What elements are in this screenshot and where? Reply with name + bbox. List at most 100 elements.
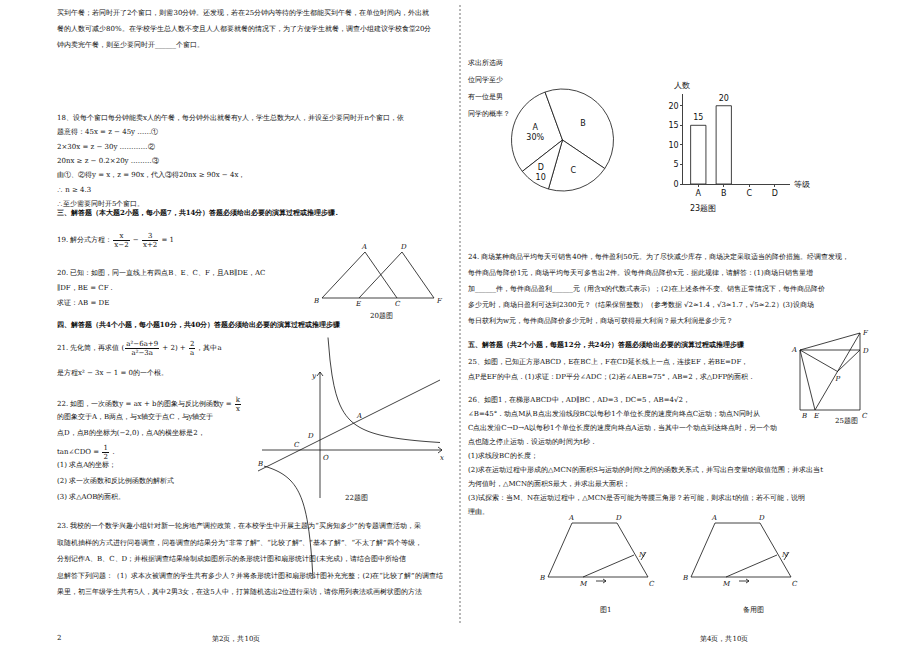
svg-text:备用图: 备用图 (743, 606, 764, 614)
svg-text:C: C (746, 189, 752, 198)
svg-text:20题图: 20题图 (370, 312, 393, 320)
html-text:四、解答题（共4个小题，每小题10分，共40分）答题必须给出: 四、解答题（共4个小题，每小题10分，共40分）答题必须给出必要的演算过程或推理… (57, 320, 341, 329)
html-text:是方程x² − 3x − 1 = 0的一个根。: 是方程x² − 3x − 1 = 0的一个根。 (57, 369, 168, 377)
svg-text:C: C (649, 580, 655, 588)
svg-text:M: M (579, 580, 588, 588)
svg-text:等级: 等级 (794, 180, 810, 189)
svg-text:20: 20 (719, 94, 729, 103)
html-text:买到午餐；若同时开了2个窗口，则需30分钟。还发现，若在25: 买到午餐；若同时开了2个窗口，则需30分钟。还发现，若在25分钟内等待的学生都能… (57, 9, 430, 17)
html-text:tan∠CDO =1: tan∠CDO =1 (57, 444, 108, 457)
svg-text:x: x (440, 454, 444, 462)
html-text:每件商品每降价1元，商场平均每天可多售出2件。设每件商品降价: 每件商品每降价1元，商场平均每天可多售出2件。设每件商品降价x元．据此规律，请解… (468, 269, 813, 277)
svg-text:A: A (791, 346, 797, 354)
html-text:20. 已知：如图，同一直线上有四点B、E、C、F，且AB∥: 20. 已知：如图，同一直线上有四点B、E、C、F，且AB∥DE，AC (57, 269, 266, 277)
svg-text:23题图: 23题图 (690, 204, 716, 213)
svg-text:B: B (801, 412, 807, 420)
html-text:+ 2) + 2: + 2) + 2 (160, 340, 195, 353)
svg-text:A: A (696, 189, 702, 198)
svg-text:D: D (307, 432, 314, 440)
svg-text:A: A (356, 412, 362, 420)
svg-text:y: y (311, 372, 317, 380)
html-text:有一位是男: 有一位是男 (468, 93, 503, 101)
svg-text:D: D (862, 347, 869, 355)
svg-text:15: 15 (668, 121, 678, 130)
svg-text:D10: D10 (536, 163, 546, 182)
svg-text:B: B (721, 189, 727, 198)
svg-text:图1: 图1 (600, 606, 611, 614)
svg-text:B: B (682, 574, 688, 582)
html-text:求证：AB = DE: 求证：AB = DE (57, 299, 110, 307)
svg-text:D: D (772, 189, 778, 198)
html-text:同学的概率？: 同学的概率？ (468, 110, 510, 118)
svg-text:C: C (792, 580, 798, 588)
html-text:2×30x = z − 30y …………②: 2×30x = z − 30y …………② (57, 142, 155, 151)
html-text:果里，初三年级学生共有5人，其中2男3女，在这5人中，打算随: 果里，初三年级学生共有5人，其中2男3女，在这5人中，打算随机选出2位进行采访，… (57, 588, 423, 596)
svg-text:B: B (539, 574, 545, 582)
svg-text:25题图: 25题图 (835, 417, 858, 425)
html-text:2．: 2． (103, 448, 117, 461)
svg-text:0: 0 (674, 180, 679, 189)
svg-text:C: C (862, 412, 868, 420)
svg-text:D: D (615, 514, 622, 522)
svg-text:D: D (758, 514, 765, 522)
svg-text:B: B (313, 297, 319, 305)
svg-text:N: N (781, 551, 789, 559)
html-text:a²−3a: a²−3a (131, 349, 153, 357)
html-text:位同学至少: 位同学至少 (468, 76, 503, 84)
svg-text:D: D (400, 243, 407, 251)
svg-text:人数: 人数 (674, 81, 690, 90)
html-text:21. 先化简，再求值 (a²−6a+9: 21. 先化简，再求值 (a²−6a+9 (57, 340, 159, 353)
html-text:三、解答题（本大题2小题，每小题7，共14分）答题必须给出必: 三、解答题（本大题2小题，每小题7，共14分）答题必须给出必要的演算过程或推理步… (57, 208, 338, 217)
html-text:点D，点B的坐标为(−2,0)，点A的横坐标是2，: 点D，点B的坐标为(−2,0)，点A的横坐标是2， (57, 429, 205, 437)
html-text:(2) 求一次函数和反比例函数的解析式: (2) 求一次函数和反比例函数的解析式 (57, 477, 175, 485)
html-text:19. 解分式方程：: 19. 解分式方程： (57, 236, 113, 245)
svg-text:F: F (436, 297, 443, 305)
html-text:分别记作A、B、C、D；并根据调查结果绘制成如图所示的条形统: 分别记作A、B、C、D；并根据调查结果绘制成如图所示的条形统计图和扇形统计图(未… (57, 555, 406, 563)
svg-text:P: P (835, 375, 841, 383)
svg-text:N: N (638, 551, 646, 559)
html-text:息解答下列问题：（1）求本次被调查的学生共有多少人？并将条形: 息解答下列问题：（1）求本次被调查的学生共有多少人？并将条形统计图和扇形统计图补… (57, 571, 443, 580)
svg-text:E: E (355, 300, 361, 308)
html-text:x+2= 1: x+2= 1 (143, 236, 174, 249)
html-text:22. 如图，一次函数y = ax + b的图象与反比例函数: 22. 如图，一次函数y = ax + b的图象与反比例函数y =k (57, 396, 241, 409)
html-text:18、设每个窗口每分钟能卖x人的午餐，每分钟外出就餐有y人，: 18、设每个窗口每分钟能卖x人的午餐，每分钟外出就餐有y人，学生总数为z人，并设… (57, 114, 404, 122)
html-text:∴至少需要同时开5个窗口。: ∴至少需要同时开5个窗口。 (57, 199, 145, 208)
html-text:钟内卖完午餐，则至少要同时开______个窗口。: 钟内卖完午餐，则至少要同时开______个窗口。 (57, 41, 204, 49)
svg-text:B: B (257, 460, 263, 468)
html-text:求出所选两: 求出所选两 (468, 59, 503, 67)
html-text:24. 商场某种商品平均每天可销售40件，每件盈利50元。为: 24. 商场某种商品平均每天可销售40件，每件盈利50元。为了尽快减少库存，商场… (468, 253, 850, 261)
html-text:由①、②得y = x，z = 90x，代入③得20nx ≥: 由①、②得y = x，z = 90x，代入③得20nx ≥ 90x − 4x， (57, 171, 246, 180)
svg-text:15: 15 (693, 113, 703, 122)
svg-text:M: M (722, 580, 731, 588)
svg-text:C: C (395, 300, 401, 308)
svg-text:B: B (580, 119, 586, 128)
html-text:23. 我校的一个数学兴趣小组针对新一轮房地产调控政策，在本: 23. 我校的一个数学兴趣小组针对新一轮房地产调控政策，在本校学生中开展主题为“… (57, 522, 421, 530)
svg-text:10: 10 (668, 141, 678, 150)
svg-text:F: F (862, 329, 869, 337)
html-text:加______件，每件商品盈利______元（用含x的代数式: 加______件，每件商品盈利______元（用含x的代数式表示）；(2)在上述… (468, 285, 825, 293)
html-text:x−2−: x−2− (114, 236, 141, 249)
svg-text:C: C (570, 166, 576, 175)
svg-text:A30%: A30% (526, 123, 544, 142)
svg-text:A: A (568, 514, 574, 522)
html-text:餐的人数可减少80%。在学校学生总人数不变且人人都要就餐的情: 餐的人数可减少80%。在学校学生总人数不变且人人都要就餐的情况下，为了方便学生就… (57, 25, 432, 33)
svg-text:22题图: 22题图 (345, 494, 368, 502)
html-text:多少元时，商场日盈利可达到2300元？（结果保留整数）（参考: 多少元时，商场日盈利可达到2300元？（结果保留整数）（参考数据 √2≈1.4，… (468, 301, 814, 309)
svg-text:5: 5 (674, 160, 679, 169)
html-text:的图象交于A，B两点，与x轴交于点C，与y轴交于: 的图象交于A，B两点，与x轴交于点C，与y轴交于 (57, 413, 214, 421)
svg-text:E: E (813, 412, 819, 420)
html-text:∴ n ≥ 4.3: ∴ n ≥ 4.3 (57, 185, 92, 194)
html-text:(3) 求△AOB的面积。: (3) 求△AOB的面积。 (57, 493, 126, 501)
svg-text:A: A (711, 514, 717, 522)
svg-text:C: C (294, 441, 300, 449)
html-text:20nx ≥ z − 0.2×20y ………③: 20nx ≥ z − 0.2×20y ………③ (57, 156, 159, 165)
html-text:(1) 求点A的坐标；: (1) 求点A的坐标； (57, 461, 117, 469)
svg-text:A: A (361, 243, 367, 251)
svg-text:O: O (323, 454, 329, 462)
html-text:a，其中a: a，其中a (190, 344, 222, 357)
html-text:∥DF，BE = CF．: ∥DF，BE = CF． (57, 284, 116, 292)
html-text:取随机抽样的方式进行问卷调查，问卷调查的结果分为“非常了解”: 取随机抽样的方式进行问卷调查，问卷调查的结果分为“非常了解”、“比较了解”、“基… (57, 538, 422, 547)
html-text:五、解答题（共2个小题，每题12分，共24分）答题必须给出必: 五、解答题（共2个小题，每题12分，共24分）答题必须给出必要的演算过程或推理步… (468, 340, 745, 349)
html-text:题意得：45x = z − 45y ……①: 题意得：45x = z − 45y ……① (57, 128, 159, 137)
svg-text:20: 20 (668, 102, 678, 111)
